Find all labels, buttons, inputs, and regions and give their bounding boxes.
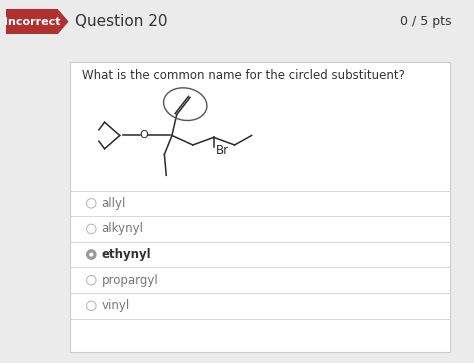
Circle shape [87, 276, 96, 285]
Circle shape [87, 224, 96, 234]
Text: allyl: allyl [102, 197, 126, 210]
Text: propargyl: propargyl [102, 274, 158, 287]
Circle shape [87, 301, 96, 311]
Text: Incorrect: Incorrect [4, 17, 60, 26]
FancyBboxPatch shape [71, 62, 450, 352]
Circle shape [87, 199, 96, 208]
Text: ethynyl: ethynyl [102, 248, 151, 261]
Text: vinyl: vinyl [102, 299, 130, 312]
Text: alkynyl: alkynyl [102, 223, 144, 236]
Text: Br: Br [216, 144, 229, 157]
Text: Question 20: Question 20 [75, 14, 168, 29]
Polygon shape [58, 9, 69, 34]
Text: What is the common name for the circled substituent?: What is the common name for the circled … [82, 69, 405, 82]
Circle shape [87, 250, 96, 259]
FancyBboxPatch shape [6, 9, 58, 34]
FancyBboxPatch shape [6, 9, 456, 34]
Circle shape [89, 253, 93, 257]
Text: 0 / 5 pts: 0 / 5 pts [401, 15, 452, 28]
Text: O: O [139, 130, 148, 140]
